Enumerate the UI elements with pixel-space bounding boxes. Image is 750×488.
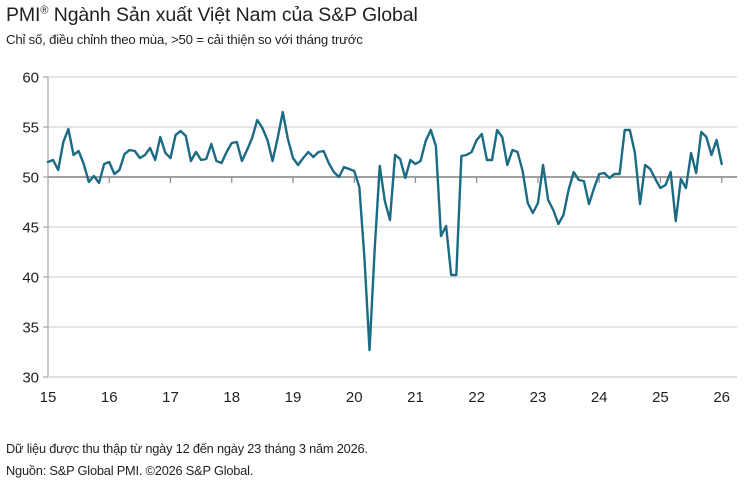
footnote-data-collection: Dữ liệu được thu thập từ ngày 12 đến ngà… (6, 441, 368, 456)
x-axis-tick-label: 21 (407, 389, 424, 406)
data-series-line (46, 110, 723, 352)
y-axis-labels-group: 30 35 40 45 50 55 60 (22, 70, 39, 387)
y-axis-tick-label: 45 (22, 220, 39, 237)
axis-ticks-group (43, 76, 723, 378)
x-axis-tick-label: 24 (591, 389, 608, 406)
y-axis-tick-label: 30 (22, 370, 39, 387)
y-axis-tick-label: 35 (22, 320, 39, 337)
x-axis-tick-label: 16 (101, 389, 118, 406)
chart-title-rest: Ngành Sản xuất Việt Nam của S&P Global (48, 4, 418, 26)
x-axis-tick-label: 22 (468, 389, 485, 406)
registered-trademark-icon: ® (40, 4, 49, 17)
y-axis-tick-label: 55 (22, 120, 39, 137)
x-axis-tick-label: 26 (713, 389, 730, 406)
footnote-source: Nguồn: S&P Global PMI. ©2026 S&P Global. (6, 463, 254, 478)
x-axis-tick-label: 15 (40, 389, 57, 406)
x-axis-labels-group: 15 16 17 18 19 20 21 22 23 24 25 26 (40, 389, 730, 406)
chart-title-main: PMI (6, 4, 41, 26)
chart-plot-area: 30 35 40 45 50 55 60 15 16 17 18 19 20 21 22 23 24 25 26 (22, 70, 737, 406)
data-series-group (46, 110, 723, 352)
y-axis-tick-label: 60 (22, 70, 39, 87)
x-axis-tick-label: 17 (162, 389, 179, 406)
x-axis-tick-label: 20 (346, 389, 363, 406)
x-axis-tick-label: 25 (652, 389, 669, 406)
x-axis-tick-label: 18 (223, 389, 240, 406)
y-axis-tick-label: 50 (22, 170, 39, 187)
gridlines-group (47, 76, 737, 378)
chart-title: PMI® Ngành Sản xuất Việt Nam của S&P Glo… (6, 4, 418, 27)
y-axis-tick-label: 40 (22, 270, 39, 287)
x-axis-tick-label: 19 (285, 389, 302, 406)
x-axis-tick-label: 23 (530, 389, 547, 406)
chart-subtitle: Chỉ số, điều chỉnh theo mùa, >50 = cải t… (6, 32, 363, 47)
